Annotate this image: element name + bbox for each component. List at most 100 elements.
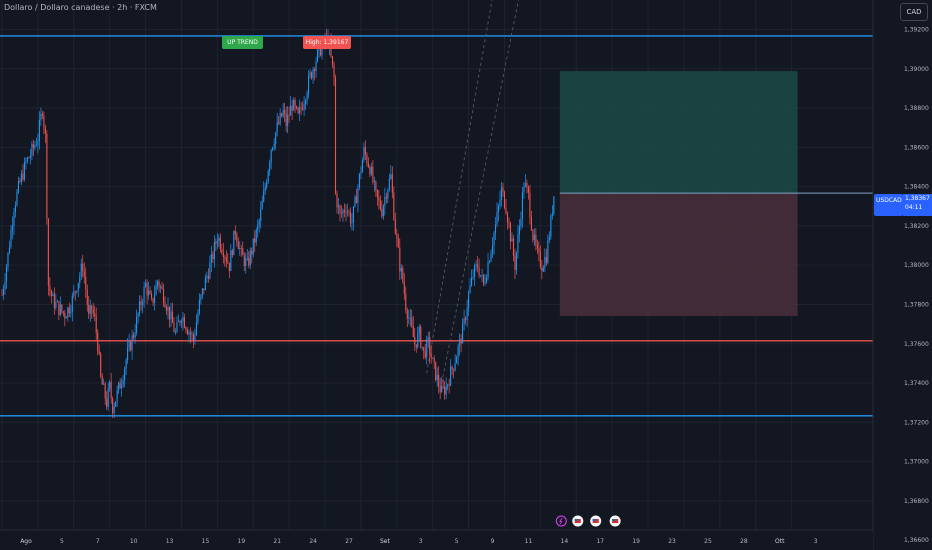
candle-body — [411, 317, 413, 326]
candle-body — [182, 317, 184, 322]
candle-body — [29, 155, 31, 158]
currency-button[interactable]: CAD — [900, 3, 928, 21]
up-trend-label[interactable]: UP TREND — [222, 36, 263, 49]
candle-body — [302, 108, 304, 110]
candle-body — [405, 293, 407, 311]
candle-body — [62, 311, 64, 313]
price-axis[interactable]: 1,39200 1,39000 1,38800 1,38600 1,38400 1,382… — [872, 0, 932, 550]
trend-line — [426, 0, 493, 374]
candle-body — [396, 233, 398, 238]
candle-body — [503, 191, 506, 208]
time-tick-label: 10 — [130, 538, 138, 545]
flag-canton-icon — [574, 519, 578, 521]
candle-body — [200, 294, 202, 301]
candle-body — [151, 293, 153, 299]
candle-body — [294, 99, 296, 107]
candle-body — [44, 127, 46, 134]
candle-body — [165, 307, 168, 311]
lightning-icon — [559, 517, 563, 525]
candle-body — [139, 301, 141, 314]
time-tick-label: 5 — [60, 538, 64, 545]
candle-body — [444, 387, 446, 395]
candle-body — [251, 250, 253, 255]
trend-lines[interactable] — [426, 0, 523, 384]
candle-body — [547, 240, 549, 263]
candle-body — [98, 350, 100, 354]
candle-body — [308, 75, 310, 94]
candle-body — [210, 253, 212, 264]
candle-body — [65, 317, 67, 319]
candle-body — [161, 286, 163, 289]
candle-body — [509, 223, 512, 242]
candle-body — [381, 209, 383, 217]
candle-body — [485, 277, 488, 283]
candle-body — [50, 290, 52, 296]
candle-body — [397, 237, 399, 248]
candle-body — [358, 173, 360, 188]
time-tick-label: Ago — [20, 538, 32, 545]
candle-body — [508, 222, 510, 224]
candle-body — [261, 201, 263, 210]
candle-body — [369, 166, 371, 175]
lightning-marker-icon — [555, 515, 567, 527]
candle-body — [183, 317, 186, 328]
candle-body — [173, 323, 175, 333]
candle-body — [541, 266, 543, 272]
candle-body — [390, 174, 392, 179]
horizontal-levels[interactable] — [0, 35, 873, 417]
candle-body — [231, 250, 233, 256]
candle-body — [83, 271, 85, 277]
candle-body — [225, 257, 227, 262]
candle-body — [71, 295, 73, 313]
candle-body — [526, 182, 528, 188]
candle-body — [551, 213, 553, 216]
candle-body — [212, 253, 214, 260]
candle-body — [58, 301, 60, 315]
candle-body — [194, 334, 196, 341]
candle-body — [113, 406, 115, 414]
candle-body — [115, 401, 117, 407]
time-axis[interactable]: Ago 5 7 10 13 15 19 21 24 27 Set 3 5 9 11 14 17 19 23 25 28 O… — [0, 529, 873, 550]
candle-body — [40, 113, 42, 121]
candle-body — [491, 245, 494, 253]
candle-body — [465, 318, 467, 320]
bar-countdown: 04:11 — [905, 204, 923, 211]
candle-body — [352, 206, 354, 223]
candle-body — [490, 252, 492, 262]
candle-body — [77, 282, 79, 292]
candle-body — [254, 238, 256, 243]
candle-body — [245, 258, 247, 267]
candle-body — [164, 302, 166, 308]
candle-body — [80, 263, 82, 276]
candle-body — [319, 44, 322, 56]
candle-body — [31, 144, 33, 156]
candle-body — [427, 337, 429, 340]
candle-body — [496, 211, 498, 225]
candle-body — [312, 69, 314, 79]
candle-body — [273, 143, 275, 148]
last-price: 1,38367 — [905, 195, 930, 202]
candle-body — [284, 109, 286, 114]
candle-body — [450, 366, 452, 386]
candle-body — [185, 327, 187, 331]
candle-body — [191, 334, 193, 335]
price-tick-label: 1,37400 — [904, 380, 929, 387]
position-tool[interactable] — [559, 71, 873, 317]
candle-body — [213, 242, 215, 260]
candle-body — [538, 248, 540, 252]
event-markers[interactable] — [555, 515, 621, 527]
candle-body — [330, 42, 332, 57]
high-label[interactable]: High: 1,39167 — [303, 36, 351, 49]
candle-body — [475, 264, 477, 266]
candle-body — [339, 205, 341, 214]
candle-body — [367, 163, 369, 167]
candle-body — [122, 380, 124, 385]
candle-body — [282, 109, 284, 117]
candle-body — [203, 288, 205, 291]
candle-body — [532, 229, 534, 241]
candle-body — [121, 384, 123, 389]
candle-body — [278, 122, 280, 124]
candle-body — [38, 120, 40, 142]
flag-canton-icon — [592, 519, 596, 521]
